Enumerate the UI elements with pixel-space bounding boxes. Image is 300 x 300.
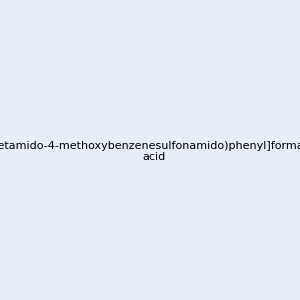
- Text: 2-{[4-(3-Acetamido-4-methoxybenzenesulfonamido)phenyl]formamido}acetic acid: 2-{[4-(3-Acetamido-4-methoxybenzenesulfo…: [0, 141, 300, 162]
